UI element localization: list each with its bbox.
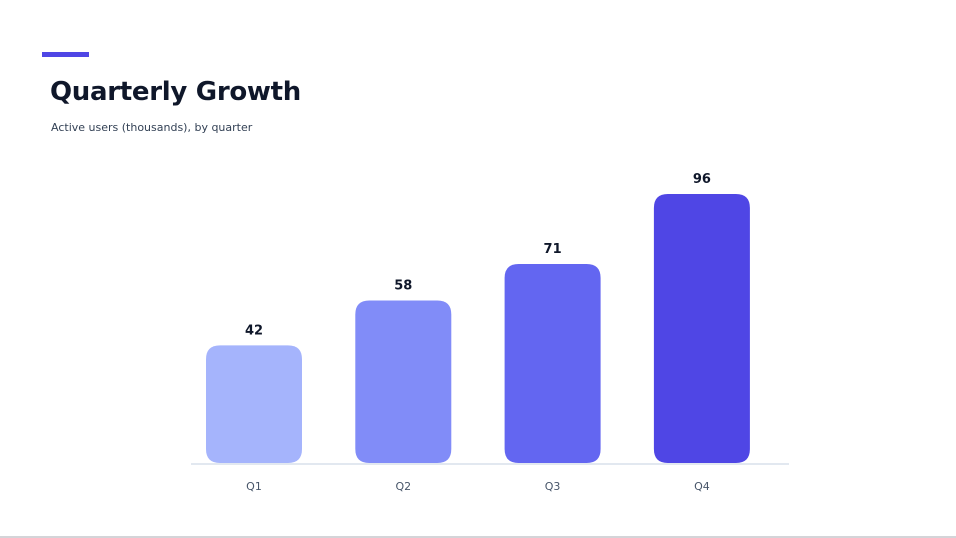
value-label-q1: 42	[245, 323, 263, 338]
value-label-q3: 71	[544, 242, 562, 257]
chart-title: Quarterly Growth	[50, 77, 301, 107]
bar-q1	[206, 345, 302, 463]
bars-group	[206, 194, 750, 463]
bar-q2	[355, 300, 452, 463]
bar-q4	[653, 194, 750, 463]
bar-q3	[504, 264, 601, 463]
slide-bottom-border	[0, 536, 956, 538]
value-label-q2: 58	[394, 278, 412, 293]
chart-subtitle: Active users (thousands), by quarter	[51, 121, 253, 134]
value-label-q4: 96	[693, 172, 711, 187]
title-accent-bar	[42, 52, 89, 57]
x-tick-labels-group: Q1 Q2 Q3 Q4	[246, 480, 710, 493]
x-tick-label-q1: Q1	[246, 480, 262, 493]
value-labels-group: 42 58 71 96	[245, 172, 711, 338]
x-tick-label-q4: Q4	[694, 480, 710, 493]
x-tick-label-q2: Q2	[395, 480, 411, 493]
x-tick-label-q3: Q3	[545, 480, 561, 493]
